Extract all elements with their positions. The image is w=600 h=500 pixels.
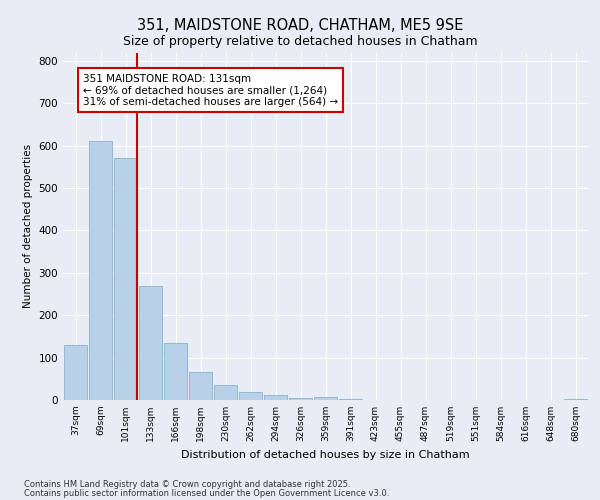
X-axis label: Distribution of detached houses by size in Chatham: Distribution of detached houses by size … bbox=[181, 450, 470, 460]
Bar bbox=[289, 398, 312, 400]
Bar bbox=[139, 286, 162, 400]
Bar bbox=[164, 343, 187, 400]
Text: 351 MAIDSTONE ROAD: 131sqm
← 69% of detached houses are smaller (1,264)
31% of s: 351 MAIDSTONE ROAD: 131sqm ← 69% of deta… bbox=[83, 74, 338, 107]
Bar bbox=[264, 395, 287, 400]
Bar bbox=[314, 396, 337, 400]
Bar bbox=[189, 372, 212, 400]
Text: Contains HM Land Registry data © Crown copyright and database right 2025.: Contains HM Land Registry data © Crown c… bbox=[24, 480, 350, 489]
Bar bbox=[214, 385, 237, 400]
Bar bbox=[114, 158, 137, 400]
Bar bbox=[239, 392, 262, 400]
Y-axis label: Number of detached properties: Number of detached properties bbox=[23, 144, 33, 308]
Text: Size of property relative to detached houses in Chatham: Size of property relative to detached ho… bbox=[122, 35, 478, 48]
Bar bbox=[64, 345, 87, 400]
Bar bbox=[89, 142, 112, 400]
Text: 351, MAIDSTONE ROAD, CHATHAM, ME5 9SE: 351, MAIDSTONE ROAD, CHATHAM, ME5 9SE bbox=[137, 18, 463, 32]
Bar bbox=[339, 399, 362, 400]
Text: Contains public sector information licensed under the Open Government Licence v3: Contains public sector information licen… bbox=[24, 488, 389, 498]
Bar bbox=[564, 399, 587, 400]
